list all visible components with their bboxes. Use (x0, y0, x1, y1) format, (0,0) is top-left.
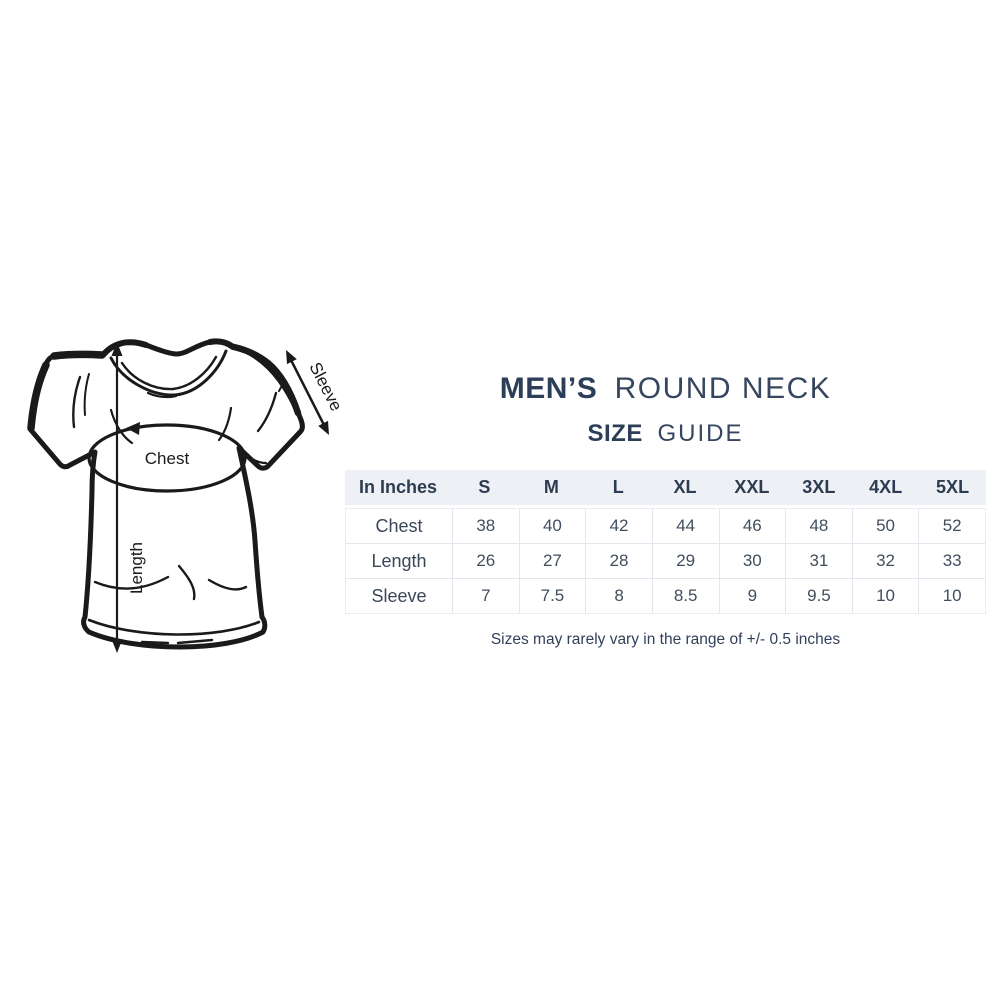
chest-value-l: 42 (586, 509, 652, 543)
page-title: MEN’S ROUND NECK (345, 372, 986, 406)
size-guide-panel: MEN’S ROUND NECK SIZE GUIDE In Inches S … (345, 372, 986, 649)
chest-label: Chest (145, 449, 190, 468)
chest-value-xxl: 46 (719, 509, 786, 543)
right-shoulder-accent (230, 343, 302, 417)
sleeve-value-xl: 8.5 (652, 579, 719, 613)
subtitle-size: SIZE (587, 420, 643, 447)
arrow-up-icon (111, 342, 123, 356)
size-variance-note: Sizes may rarely vary in the range of +/… (490, 631, 841, 648)
sleeve-value-5xl: 10 (919, 579, 985, 613)
sleeve-value-xxl: 9 (719, 579, 786, 613)
length-value-s: 26 (453, 544, 519, 578)
size-table-header: In Inches S M L XL XXL 3XL 4XL 5XL (345, 470, 986, 505)
page-subtitle: SIZE GUIDE (345, 420, 986, 448)
hem-inner-line (87, 618, 261, 636)
chest-measure-ellipse: Chest (87, 422, 247, 493)
chest-value-m: 40 (519, 509, 586, 543)
header-size-l: L (612, 477, 624, 497)
arrow-downright-icon (318, 420, 329, 435)
header-size-5xl: 5XL (936, 477, 970, 497)
sleeve-value-l: 8 (586, 579, 652, 613)
length-value-xl: 29 (652, 544, 719, 578)
header-size-xxl: XXL (734, 477, 770, 497)
arrow-upleft-icon (286, 350, 297, 365)
size-table: In Inches S M L XL XXL 3XL 4XL 5XL Chest… (345, 470, 986, 614)
sleeve-measure-arrow: Sleeve (286, 350, 346, 435)
length-value-3xl: 31 (786, 544, 852, 578)
arrow-down-icon (111, 639, 123, 653)
header-size-xl: XL (673, 477, 697, 497)
length-value-5xl: 33 (919, 544, 985, 578)
sleeve-value-m: 7.5 (519, 579, 586, 613)
tshirt-detail-lines (72, 349, 285, 645)
sleeve-value-3xl: 9.5 (786, 579, 852, 613)
length-measure-arrow: Length (111, 342, 146, 653)
sleeve-value-s: 7 (453, 579, 519, 613)
arrow-left-icon (126, 422, 140, 435)
collar-inner-line (109, 349, 228, 397)
chest-value-5xl: 52 (919, 509, 985, 543)
chest-value-4xl: 50 (852, 509, 919, 543)
row-label-chest: Chest (346, 509, 452, 543)
length-value-xxl: 30 (719, 544, 786, 578)
tshirt-outline (27, 338, 305, 650)
length-value-l: 28 (586, 544, 652, 578)
header-size-m: M (543, 477, 559, 497)
left-sleeve-accent (27, 361, 50, 432)
length-value-m: 27 (519, 544, 586, 578)
row-label-length: Length (346, 544, 452, 578)
chest-value-3xl: 48 (786, 509, 852, 543)
chest-value-s: 38 (453, 509, 519, 543)
header-size-s: S (478, 477, 491, 497)
sleeve-value-4xl: 10 (852, 579, 919, 613)
length-value-4xl: 32 (852, 544, 919, 578)
header-unit: In Inches (358, 477, 438, 497)
left-shoulder-accent (50, 350, 106, 360)
subtitle-guide: GUIDE (657, 420, 744, 447)
title-product-gender: MEN’S (499, 372, 598, 405)
length-label: Length (127, 542, 146, 594)
size-table-body: Chest 38 40 42 44 46 48 50 52 Length 26 … (345, 508, 986, 614)
title-product-type: ROUND NECK (614, 372, 832, 405)
header-size-4xl: 4XL (869, 477, 903, 497)
chest-value-xl: 44 (652, 509, 719, 543)
header-size-3xl: 3XL (802, 477, 836, 497)
tshirt-measurement-diagram: Length Chest Sleeve (27, 338, 346, 653)
sleeve-label: Sleeve (305, 359, 346, 414)
row-label-sleeve: Sleeve (346, 579, 452, 613)
